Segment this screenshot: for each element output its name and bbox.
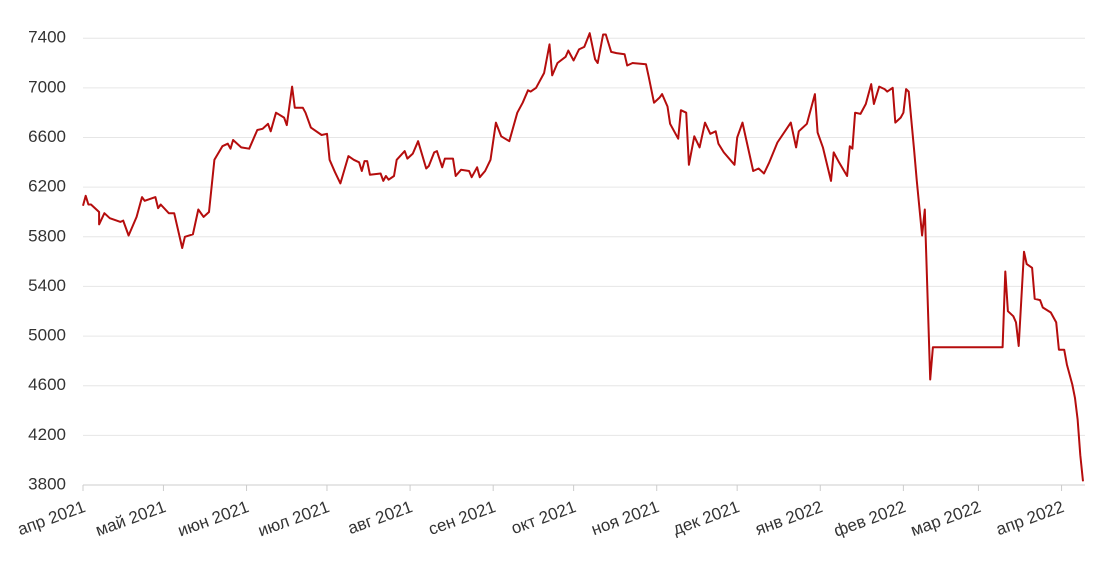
y-tick-label: 5400 [28, 276, 66, 295]
y-tick-label: 4600 [28, 375, 66, 394]
x-tick-label: апр 2022 [994, 497, 1067, 539]
y-tick-label: 3800 [28, 474, 66, 493]
x-tick-label: апр 2021 [15, 497, 88, 539]
x-tick-label: окт 2021 [509, 497, 579, 538]
y-tick-label: 5000 [28, 326, 66, 345]
x-tick-label: сен 2021 [426, 497, 498, 539]
price-line [82, 32, 1084, 482]
y-tick-label: 7400 [28, 28, 66, 47]
x-tick-label: май 2021 [93, 497, 168, 540]
x-tick-label: авг 2021 [345, 497, 415, 538]
x-tick-label: июн 2021 [175, 497, 251, 540]
x-tick-label: фев 2022 [831, 497, 908, 541]
x-tick-label: июл 2021 [256, 497, 332, 540]
x-tick-label: мар 2022 [908, 497, 983, 540]
y-tick-label: 6600 [28, 127, 66, 146]
x-tick-label: янв 2022 [753, 497, 825, 539]
y-tick-label: 4200 [28, 425, 66, 444]
y-tick-label: 5800 [28, 226, 66, 245]
x-tick-label: дек 2021 [670, 497, 742, 539]
y-tick-label: 7000 [28, 77, 66, 96]
y-tick-label: 6200 [28, 177, 66, 196]
x-tick-label: ноя 2021 [589, 497, 662, 539]
